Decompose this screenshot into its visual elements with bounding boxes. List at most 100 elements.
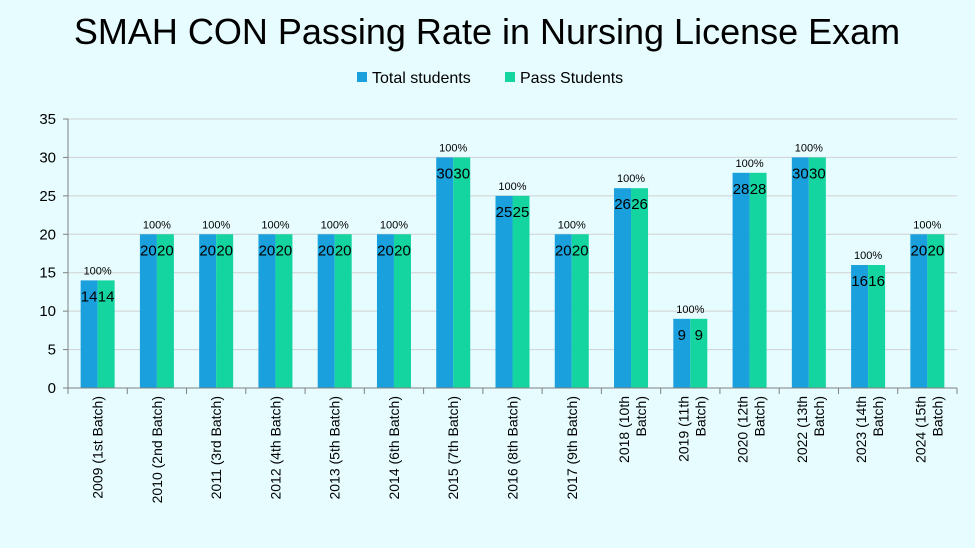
bar-value-label: 26: [614, 196, 631, 213]
bar-value-label: 25: [496, 204, 513, 221]
bar-value-label: 20: [276, 242, 293, 259]
bar-value-label: 20: [377, 242, 394, 259]
bar-value-label: 20: [335, 242, 352, 259]
pass-rate-label: 100%: [854, 250, 882, 262]
y-axis: 0 5 10 15 20 25 30 35: [39, 111, 69, 397]
bar-total: [554, 234, 572, 388]
bar-total: [791, 157, 809, 388]
y-tick-label: 0: [48, 380, 56, 397]
x-tick-label-line: 2022 (13th: [794, 396, 810, 463]
legend-label: Pass Students: [520, 70, 623, 87]
bar-pass: [749, 172, 767, 388]
bar-value-label: 26: [631, 196, 648, 213]
x-tick-label-line: Batch): [870, 396, 886, 436]
pass-rate-label: 100%: [202, 219, 230, 231]
bar-value-label: 20: [199, 242, 216, 259]
bar-total: [199, 234, 217, 388]
chart-title: SMAH CON Passing Rate in Nursing License…: [74, 11, 900, 52]
bar-value-label: 16: [868, 273, 885, 290]
x-tick-label: 2015 (7th Batch): [445, 396, 461, 500]
bar-pass: [512, 195, 530, 388]
bar-value-label: 14: [81, 288, 98, 305]
bar-value-label: 20: [318, 242, 335, 259]
bar-pass: [393, 234, 411, 388]
bar-value-label: 20: [555, 242, 572, 259]
x-tick-label: 2014 (6th Batch): [386, 396, 402, 500]
bar-value-label: 20: [394, 242, 411, 259]
bar-pass: [334, 234, 352, 388]
y-tick-label: 30: [39, 149, 56, 166]
y-tick-label: 10: [39, 303, 56, 320]
bar-value-label: 30: [436, 165, 453, 182]
bar-value-label: 25: [513, 204, 530, 221]
y-tick-label: 20: [39, 226, 56, 243]
bar-value-label: 30: [453, 165, 470, 182]
bar-value-label: 20: [928, 242, 945, 259]
bar-pass: [868, 265, 886, 388]
bar-total: [614, 188, 632, 388]
pass-rate-label: 100%: [439, 142, 467, 154]
bar-value-label: 9: [678, 327, 686, 344]
bar-pass: [216, 234, 234, 388]
x-tick-label-line: Batch): [811, 396, 827, 436]
x-tick-label: 2022 (13thBatch): [794, 396, 827, 463]
bar-total: [376, 234, 394, 388]
bar-pass: [571, 234, 589, 388]
x-tick-label: 2018 (10thBatch): [616, 396, 649, 463]
pass-rate-label: 100%: [498, 181, 526, 193]
pass-rate-label: 100%: [617, 173, 645, 185]
x-tick-label: 2016 (8th Batch): [505, 396, 521, 500]
bar-total: [910, 234, 928, 388]
x-tick-label-line: Batch): [633, 396, 649, 436]
pass-rate-label: 100%: [795, 142, 823, 154]
legend-swatch-total: [357, 72, 367, 82]
x-tick-label: 2012 (4th Batch): [267, 396, 283, 500]
legend-swatch-pass: [505, 72, 515, 82]
pass-rate-label: 100%: [380, 219, 408, 231]
bar-total: [851, 265, 869, 388]
pass-rate-label: 100%: [913, 219, 941, 231]
x-tick-label: 2024 (15thBatch): [912, 396, 945, 463]
bar-total: [317, 234, 335, 388]
pass-rate-label: 100%: [676, 304, 704, 316]
bar-value-label: 30: [809, 165, 826, 182]
x-tick-label-line: 2018 (10th: [616, 396, 632, 463]
bar-value-label: 30: [792, 165, 809, 182]
bar-total: [673, 318, 691, 388]
bar-value-label: 20: [911, 242, 928, 259]
x-tick-label-line: Batch): [692, 396, 708, 436]
bar-total: [80, 280, 98, 388]
y-tick-label: 35: [39, 111, 56, 128]
x-tick-label: 2013 (5th Batch): [327, 396, 343, 500]
bar-value-label: 9: [695, 327, 703, 344]
bar-pass: [453, 157, 471, 388]
bar-pass: [631, 188, 649, 388]
x-tick-label-line: 2019 (11th: [675, 396, 691, 462]
bar-value-label: 28: [750, 181, 767, 198]
bar-total: [495, 195, 513, 388]
bar-pass: [927, 234, 945, 388]
x-axis: 2009 (1st Batch) 2010 (2nd Batch) 2011 (3r…: [67, 387, 958, 503]
legend: Total students Pass Students: [357, 70, 623, 87]
bar-pass: [808, 157, 826, 388]
bar-total: [732, 172, 750, 388]
y-tick-label: 15: [39, 265, 56, 282]
y-tick-label: 25: [39, 188, 56, 205]
x-tick-label: 2011 (3rd Batch): [208, 396, 224, 499]
bar-value-label: 20: [572, 242, 589, 259]
x-tick-label-line: 2023 (14th: [853, 396, 869, 463]
bar-value-label: 16: [851, 273, 868, 290]
bar-pass: [97, 280, 115, 388]
pass-rate-label: 100%: [84, 265, 112, 277]
bar-pass: [690, 318, 708, 388]
x-tick-label: 2020 (12thBatch): [735, 396, 768, 463]
pass-rate-label: 100%: [735, 158, 763, 170]
bar-value-label: 20: [157, 242, 174, 259]
pass-rate-label: 100%: [143, 219, 171, 231]
bar-total: [436, 157, 454, 388]
bar-value-label: 28: [733, 181, 750, 198]
bar-value-label: 14: [98, 288, 115, 305]
x-tick-label-line: Batch): [929, 396, 945, 436]
